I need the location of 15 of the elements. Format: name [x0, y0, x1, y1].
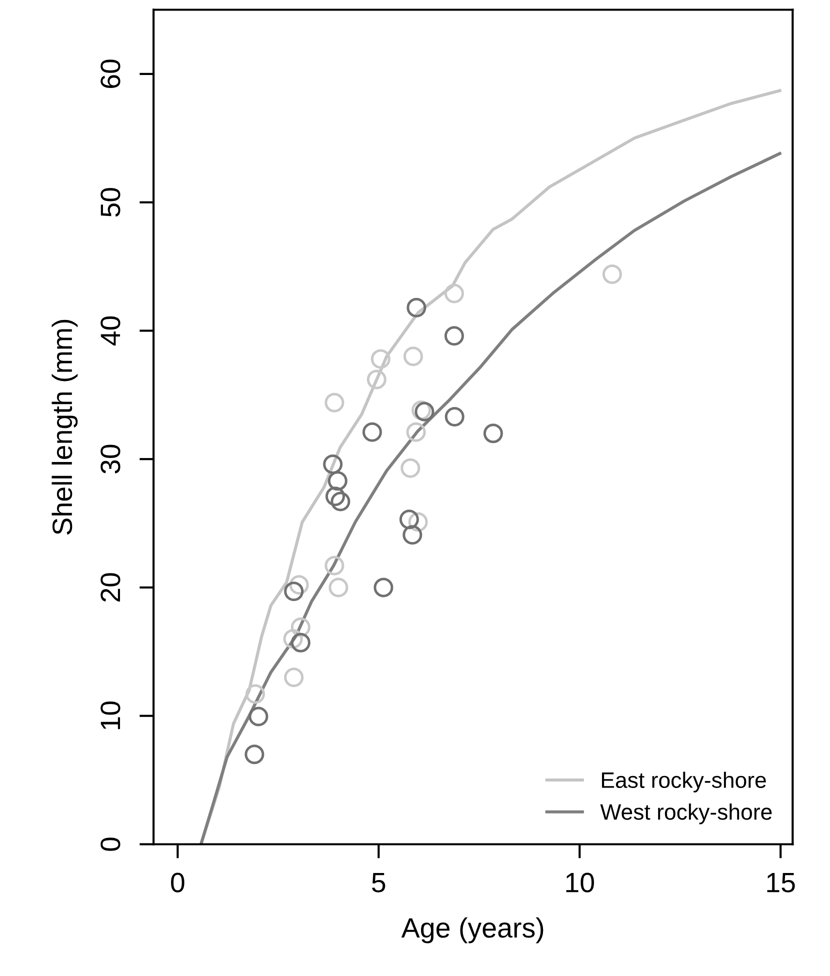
y-tick-label: 10 — [100, 701, 120, 730]
x-tick-label: 15 — [767, 873, 795, 892]
y-tick-label: 0 — [100, 838, 120, 851]
y-tick-label: 40 — [100, 316, 120, 346]
y-tick-label: 20 — [100, 573, 120, 602]
legend-label: West rocky-shore — [600, 804, 772, 824]
x-tick-label: 10 — [566, 872, 594, 892]
x-tick-label: 0 — [171, 872, 184, 892]
x-axis-title: Age (years) — [401, 917, 544, 944]
x-tick-label: 5 — [372, 873, 386, 892]
legend-label: East rocky-shore — [602, 772, 766, 792]
y-tick-label: 50 — [100, 188, 120, 217]
y-tick-label: 30 — [100, 444, 120, 474]
y-tick-label: 60 — [100, 60, 120, 88]
y-axis-title: Shell length (mm) — [52, 320, 78, 535]
